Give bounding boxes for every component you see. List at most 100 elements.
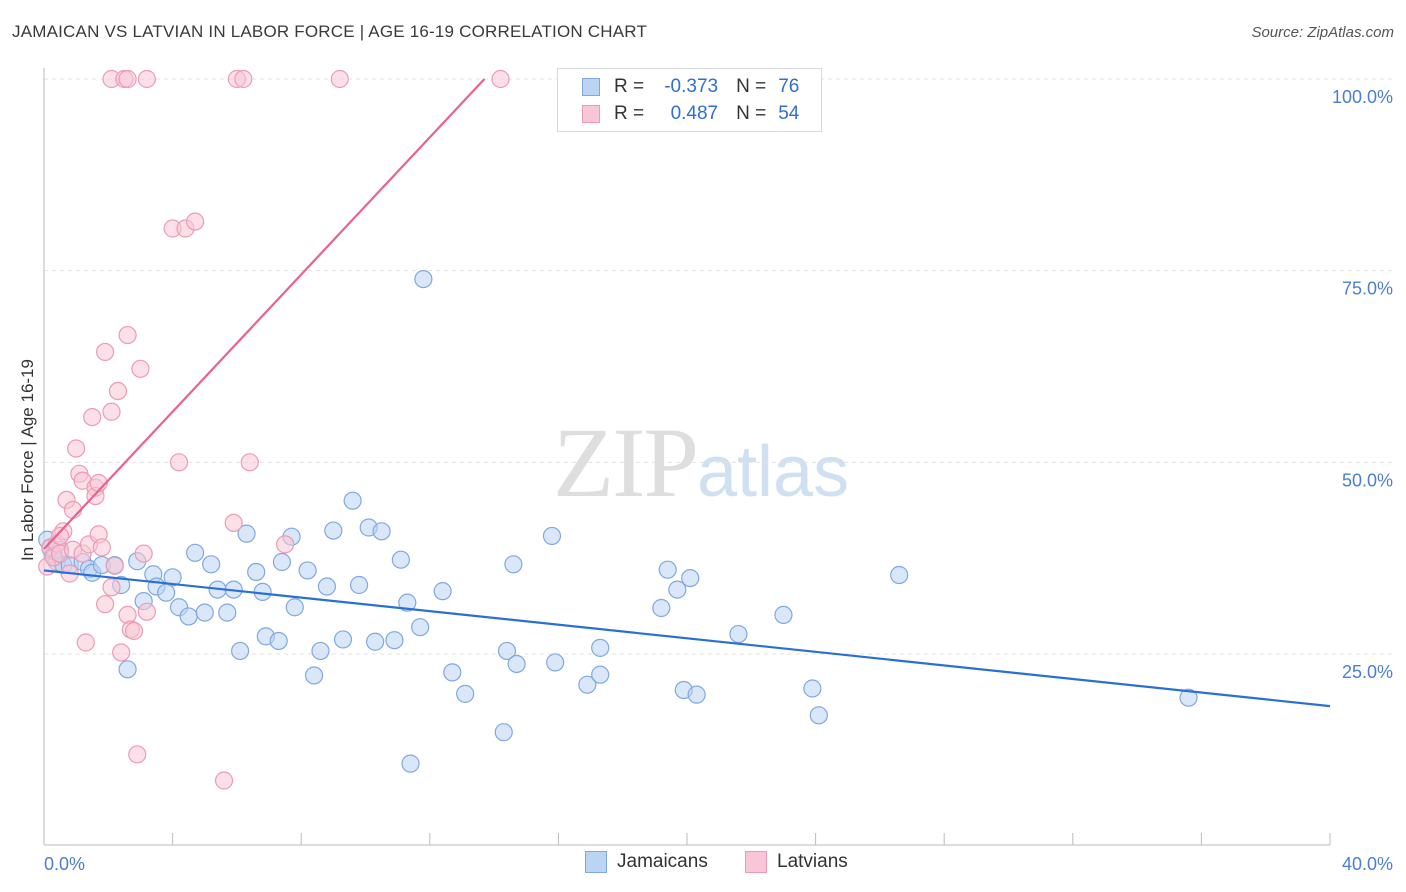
y-tick-label: 100.0% [1332,87,1393,107]
latvian-point [112,643,131,662]
jamaican-point [443,663,462,682]
latvian-trend-line [43,78,486,550]
latvian-point [76,633,95,652]
legend-row-latvians: R = 0.487 N = 54 [582,101,799,127]
jamaican-point [186,543,205,562]
source-credit: Source: ZipAtlas.com [1251,24,1394,41]
jamaicans-legend-swatch [585,851,607,873]
latvian-point [92,538,111,557]
bottom-legend-jamaicans: Jamaicans [585,851,708,873]
latvian-point [240,453,259,472]
latvian-point [128,745,147,764]
latvian-point [108,381,128,401]
jamaican-point [652,598,671,618]
jamaican-point [774,605,793,625]
jamaican-point [237,524,256,543]
jamaican-point [401,754,420,773]
jamaican-point [542,526,562,546]
bottom-legend-latvians: Latvians [745,851,848,873]
jamaican-point [372,522,391,541]
jamaican-point [681,568,700,588]
jamaican-trend-line [43,569,1331,708]
jamaican-point [507,654,526,674]
jamaican-point [202,555,221,574]
latvians-n-value: 54 [778,103,800,124]
jamaican-point [803,679,822,698]
latvian-point [102,578,121,597]
latvian-point [276,535,295,554]
jamaican-point [658,560,677,579]
jamaican-point [591,665,610,684]
jamaican-point [591,638,610,657]
watermark: ZIPatlas [553,405,849,520]
latvian-point [95,342,115,362]
jamaican-point [366,632,385,651]
r-label: R = [614,103,645,124]
jamaicans-r-value: -0.373 [664,76,719,97]
jamaican-point [349,575,369,595]
correlation-legend: R = -0.373 N = 76 R = 0.487 N = 54 [557,68,822,132]
jamaican-point [343,491,362,510]
jamaicans-legend-label: Jamaicans [617,851,708,872]
jamaican-point [247,562,266,582]
jamaican-point [411,618,430,637]
latvian-point [234,69,253,89]
n-label: N = [736,76,767,97]
x-tick-label: 40.0% [1342,854,1393,874]
latvian-point [137,602,156,621]
jamaican-point [163,568,182,587]
jamaican-point [456,684,475,703]
x-tick-label: 0.0% [44,854,85,874]
jamaican-point [398,593,417,612]
latvian-point [214,771,234,790]
latvian-point [118,325,137,345]
chart-title: JAMAICAN VS LATVIAN IN LABOR FORCE | AGE… [12,22,648,41]
latvian-point [186,212,205,231]
latvians-swatch [582,105,600,123]
jamaican-point [157,583,176,602]
jamaican-point [118,660,137,679]
n-label: N = [736,103,767,124]
latvian-point [124,621,144,641]
jamaican-point [414,270,433,289]
watermark-zip: ZIP [553,407,699,518]
r-label: R = [614,76,645,97]
latvian-point [491,69,510,89]
latvian-point [105,556,124,575]
jamaican-point [285,598,304,617]
latvian-point [67,439,86,458]
jamaicans-swatch [582,78,600,96]
jamaican-point [311,641,330,661]
jamaican-point [890,565,909,585]
latvian-point [50,526,70,546]
jamaican-point [687,685,706,704]
latvian-point [131,359,150,378]
jamaican-point [269,631,288,651]
jamaican-point [1179,688,1198,707]
jamaican-point [298,561,317,580]
latvian-point [134,544,153,563]
latvian-point [83,408,102,427]
y-tick-label: 25.0% [1342,662,1393,682]
watermark-atlas: atlas [697,432,850,512]
jamaican-point [218,603,237,622]
y-tick-label: 75.0% [1342,279,1393,299]
latvian-point [95,595,115,614]
jamaican-point [504,555,523,574]
jamaican-point [231,641,250,661]
jamaican-point [324,521,343,540]
jamaican-point [195,603,214,622]
jamaicans-n-value: 76 [778,76,800,97]
jamaican-point [317,577,337,596]
jamaican-point [385,631,404,650]
jamaican-point [546,653,565,672]
jamaican-point [272,552,292,572]
latvian-point [224,513,243,533]
jamaican-point [729,624,748,644]
jamaican-point [497,641,517,661]
latvian-point [169,453,189,472]
jamaican-point [809,706,828,725]
jamaican-point [668,580,687,599]
latvians-legend-swatch [745,851,767,873]
